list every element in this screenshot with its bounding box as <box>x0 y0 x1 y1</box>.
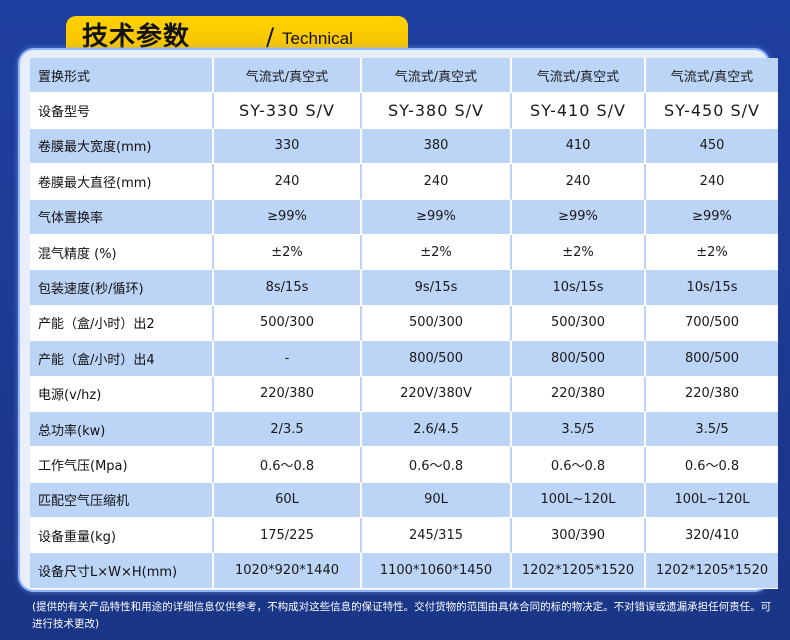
cell-model-3: ≥99% <box>512 199 646 235</box>
cell-model-1: 60L <box>214 482 362 519</box>
cell-model-3: 300/390 <box>512 518 646 554</box>
cell-model-4: ±2% <box>646 234 778 271</box>
cell-model-3: 1202*1205*1520 <box>512 553 646 589</box>
cell-model-4: 450 <box>646 128 778 165</box>
table-row: 置换形式 气流式/真空式 气流式/真空式 气流式/真空式 气流式/真空式 <box>30 58 778 94</box>
cell-model-1: 1020*920*1440 <box>214 553 362 589</box>
spec-table: 置换形式 气流式/真空式 气流式/真空式 气流式/真空式 气流式/真空式 设备型号 SY-3… <box>30 58 778 589</box>
cell-model-1: 220/380 <box>214 376 362 412</box>
cell-model-2: 500/300 <box>362 305 512 342</box>
cell-model-3: 0.6～0.8 <box>512 447 646 483</box>
cell-model-1: ≥99% <box>214 199 362 235</box>
table-row: 总功率(kw) 2/3.5 2.6/4.5 3.5/5 3.5/5 <box>30 411 778 448</box>
title-chinese: 技术参数 <box>82 22 191 52</box>
cell-model-4: 0.6～0.8 <box>646 447 778 483</box>
cell-model-1: 240 <box>214 164 362 200</box>
row-label: 设备尺寸L×W×H(mm) <box>30 553 214 589</box>
cell-model-3: 气流式/真空式 <box>512 58 646 94</box>
cell-model-2: 245/315 <box>362 518 512 554</box>
cell-model-4: 240 <box>646 164 778 200</box>
cell-model-1: 330 <box>214 128 362 165</box>
cell-model-2: SY-380 S/V <box>362 93 512 129</box>
cell-model-2: 9s/15s <box>362 270 512 306</box>
cell-model-3: 800/500 <box>512 341 646 377</box>
cell-model-2: 1100*1060*1450 <box>362 553 512 589</box>
row-label: 卷膜最大宽度(mm) <box>30 128 214 165</box>
cell-model-3: SY-410 S/V <box>512 93 646 129</box>
table-row: 混气精度 (%) ±2% ±2% ±2% ±2% <box>30 234 778 271</box>
cell-model-4: 1202*1205*1520 <box>646 553 778 589</box>
table-row: 设备重量(kg) 175/225 245/315 300/390 320/410 <box>30 518 778 554</box>
cell-model-4: 700/500 <box>646 305 778 342</box>
cell-model-2: 90L <box>362 482 512 519</box>
cell-model-4: 220/380 <box>646 376 778 412</box>
disclaimer-footnote: (提供的有关产品特性和用途的详细信息仅供参考，不构成对这些信息的保证特性。交付货… <box>32 601 772 630</box>
cell-model-2: 380 <box>362 128 512 165</box>
table-row: 电源(v/hz) 220/380 220V/380V 220/380 220/380 <box>30 376 778 412</box>
cell-model-2: 220V/380V <box>362 376 512 412</box>
cell-model-1: 2/3.5 <box>214 411 362 448</box>
table-row: 卷膜最大直径(mm) 240 240 240 240 <box>30 164 778 200</box>
cell-model-3: 410 <box>512 128 646 165</box>
row-label: 设备重量(kg) <box>30 518 214 554</box>
cell-model-4: ≥99% <box>646 199 778 235</box>
row-label: 设备型号 <box>30 93 214 129</box>
cell-model-1: 500/300 <box>214 305 362 342</box>
cell-model-3: ±2% <box>512 234 646 271</box>
cell-model-2: ≥99% <box>362 199 512 235</box>
cell-model-3: 3.5/5 <box>512 411 646 448</box>
table-row: 气体置换率 ≥99% ≥99% ≥99% ≥99% <box>30 199 778 235</box>
cell-model-3: 220/380 <box>512 376 646 412</box>
row-label: 包装速度(秒/循环) <box>30 270 214 306</box>
cell-model-4: 气流式/真空式 <box>646 58 778 94</box>
row-label: 电源(v/hz) <box>30 376 214 412</box>
cell-model-1: 8s/15s <box>214 270 362 306</box>
cell-model-2: 气流式/真空式 <box>362 58 512 94</box>
cell-model-4: 800/500 <box>646 341 778 377</box>
table-row: 产能（盒/小时）出4-800/500 800/500 800/500 <box>30 341 778 377</box>
cell-model-1: ±2% <box>214 234 362 271</box>
cell-model-2: 2.6/4.5 <box>362 411 512 448</box>
cell-model-2: 0.6～0.8 <box>362 447 512 483</box>
cell-model-2: 800/500 <box>362 341 512 377</box>
row-label: 卷膜最大直径(mm) <box>30 164 214 200</box>
cell-model-1: 0.6～0.8 <box>214 447 362 483</box>
row-label: 匹配空气压缩机 <box>30 482 214 519</box>
table-row: 产能（盒/小时）出2 500/300 500/300 500/300 700/500 <box>30 305 778 342</box>
cell-model-4: 10s/15s <box>646 270 778 306</box>
row-label: 总功率(kw) <box>30 411 214 448</box>
table-row: 设备型号 SY-330 S/V SY-380 S/V SY-410 S/V SY-450… <box>30 93 778 129</box>
cell-model-1: - <box>214 341 362 377</box>
cell-model-1: 175/225 <box>214 518 362 554</box>
cell-model-3: 10s/15s <box>512 270 646 306</box>
cell-model-4: 320/410 <box>646 518 778 554</box>
cell-model-2: ±2% <box>362 234 512 271</box>
table-row: 卷膜最大宽度(mm) 330 380 410 450 <box>30 128 778 165</box>
table-row: 包装速度(秒/循环) 8s/15s 9s/15s 10s/15s 10s/15s <box>30 270 778 306</box>
row-label: 产能（盒/小时）出4 <box>30 341 214 377</box>
cell-model-3: 240 <box>512 164 646 200</box>
cell-model-2: 240 <box>362 164 512 200</box>
cell-model-1: 气流式/真空式 <box>214 58 362 94</box>
table-row: 匹配空气压缩机 60L 90L 100L~120L 100L~120L <box>30 482 778 519</box>
row-label: 产能（盒/小时）出2 <box>30 305 214 342</box>
cell-model-4: SY-450 S/V <box>646 93 778 129</box>
row-label: 置换形式 <box>30 58 214 94</box>
row-label: 气体置换率 <box>30 199 214 235</box>
table-row: 工作气压(Mpa) 0.6～0.8 0.6～0.8 0.6～0.8 0.6～0.8 <box>30 447 778 483</box>
title-slash: / <box>266 23 275 51</box>
cell-model-4: 3.5/5 <box>646 411 778 448</box>
row-label: 工作气压(Mpa) <box>30 447 214 483</box>
cell-model-3: 100L~120L <box>512 482 646 519</box>
table-row: 设备尺寸L×W×H(mm) 1020*920*1440 1100*1060*1450… <box>30 553 778 589</box>
cell-model-1: SY-330 S/V <box>214 93 362 129</box>
cell-model-3: 500/300 <box>512 305 646 342</box>
row-label: 混气精度 (%) <box>30 234 214 271</box>
cell-model-4: 100L~120L <box>646 482 778 519</box>
